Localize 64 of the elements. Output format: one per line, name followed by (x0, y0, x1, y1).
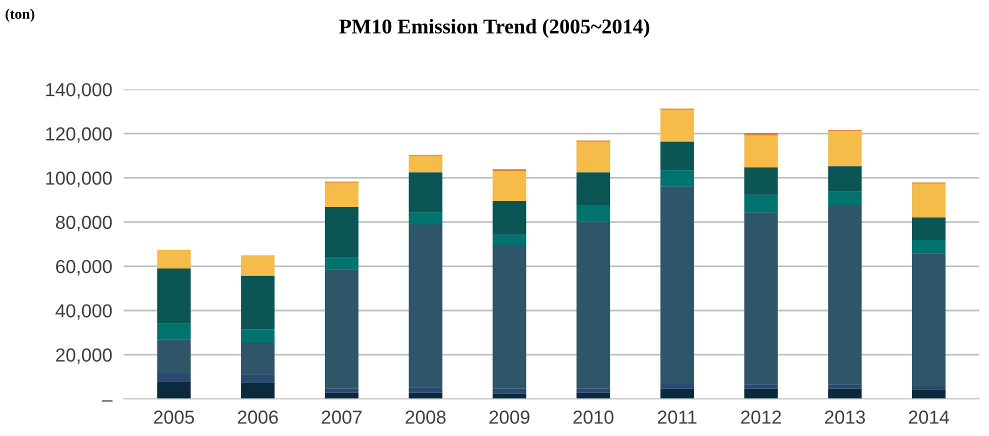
y-tick-label: – (102, 400, 113, 402)
x-tick-label: 2009 (490, 410, 530, 424)
bar (492, 171, 526, 202)
y-tick-label: 100,000 (46, 172, 112, 188)
x-tick-label: 2006 (238, 410, 278, 424)
bar (912, 184, 946, 218)
bar (576, 392, 610, 399)
bar (576, 205, 610, 222)
bar (828, 192, 862, 206)
bar (828, 131, 862, 166)
x-tick-label: 2012 (741, 410, 781, 424)
bar (408, 156, 442, 172)
bar (660, 142, 694, 170)
bar (576, 172, 610, 206)
chart-title: PM10 Emission Trend (2005~2014) (339, 18, 650, 38)
bar (828, 205, 862, 385)
bar (157, 324, 191, 340)
bar (241, 329, 275, 343)
bar (157, 250, 191, 268)
bar (912, 390, 946, 399)
bar (157, 381, 191, 399)
y-tick-label: 140,000 (46, 83, 112, 99)
bar (744, 135, 778, 168)
bar (324, 392, 358, 399)
bar (660, 110, 694, 142)
bar (660, 388, 694, 399)
x-tick-label: 2011 (658, 410, 696, 424)
x-tick-label: 2007 (322, 410, 362, 424)
y-tick-label: 60,000 (56, 260, 112, 276)
bar (324, 257, 358, 270)
bar (828, 166, 862, 192)
bar (241, 255, 275, 276)
bar (324, 270, 358, 389)
bar (660, 170, 694, 187)
bar (828, 388, 862, 399)
bar (324, 182, 358, 208)
x-tick-label: 2013 (825, 410, 865, 424)
y-tick-label: 20,000 (56, 348, 112, 364)
y-tick-label: 120,000 (46, 127, 112, 143)
x-tick-label: 2014 (908, 410, 950, 424)
bar (408, 172, 442, 212)
x-tick-label: 2010 (573, 410, 614, 424)
bar (157, 268, 191, 324)
x-tick-label: 2005 (154, 410, 194, 424)
bar (744, 194, 778, 212)
bar (576, 142, 610, 172)
bar (912, 217, 946, 240)
bar (324, 207, 358, 258)
bar (241, 382, 275, 399)
bar (912, 253, 946, 387)
bar (408, 212, 442, 224)
bar (576, 221, 610, 389)
y-tick-label: 40,000 (56, 304, 112, 320)
bar (241, 276, 275, 330)
bar (744, 388, 778, 399)
bar (492, 201, 526, 235)
text: (ton) (6, 8, 34, 22)
bar (744, 167, 778, 195)
bar (912, 240, 946, 254)
bar (744, 212, 778, 385)
y-tick-label: 80,000 (56, 216, 112, 232)
x-tick-label: 2008 (406, 410, 446, 424)
bar (408, 392, 442, 399)
bar (492, 234, 526, 246)
